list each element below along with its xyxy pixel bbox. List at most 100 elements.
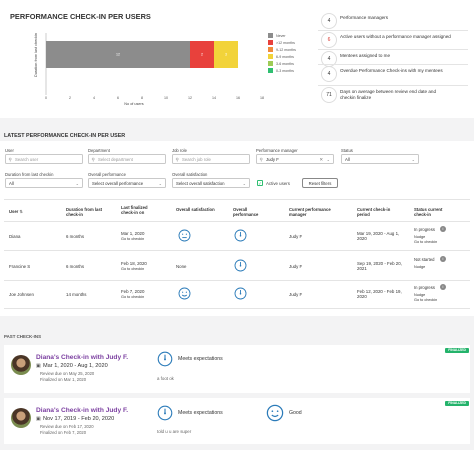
search-icon: ⚲ bbox=[259, 157, 263, 162]
overall-performance-select[interactable]: Select overall performance ⌄ bbox=[88, 178, 166, 188]
jobrole-search-input[interactable]: ⚲ Search job role bbox=[172, 154, 250, 164]
search-icon: ⚲ bbox=[175, 157, 179, 162]
avatar bbox=[11, 355, 31, 375]
past-checkin-title[interactable]: Diana's Check-in with Judy F. bbox=[36, 354, 129, 361]
user-link[interactable]: Francine S bbox=[9, 264, 31, 269]
past-checkin-dates: Mar 1, 2020 - Aug 1, 2020 bbox=[43, 362, 108, 369]
past-checkin-dates: Nov 17, 2019 - Feb 20, 2020 bbox=[43, 415, 115, 422]
status-value: In progress bbox=[414, 227, 435, 232]
review-due-text: Review due on Feb 17, 2020 bbox=[40, 423, 94, 429]
summary-title: PERFORMANCE CHECK-IN PER USERS bbox=[10, 12, 151, 21]
chevron-down-icon: ⌄ bbox=[158, 181, 162, 186]
status-select[interactable]: All ⌄ bbox=[341, 154, 419, 164]
past-checkin-title[interactable]: Diana's Check-in with Judy F. bbox=[36, 407, 129, 414]
overall-satisfaction-select[interactable]: Select overall satisfaction ⌄ bbox=[172, 178, 250, 188]
user-filter-label: User bbox=[5, 148, 14, 153]
manager-select[interactable]: ⚲ Judy F ✕ ⌄ bbox=[256, 154, 334, 164]
user-link[interactable]: Diana bbox=[9, 234, 21, 239]
department-select[interactable]: ⚲ Select department bbox=[88, 154, 166, 164]
stat-label: Active users without a performance manag… bbox=[340, 34, 451, 39]
jobrole-filter-label: Job role bbox=[172, 148, 187, 153]
past-checkin-card[interactable]: FINALIZED Diana's Check-in with Judy F. ▣ M… bbox=[4, 345, 470, 393]
go-to-checkin-link[interactable]: Go to checkin bbox=[121, 295, 145, 299]
col-user[interactable]: User ⇅ bbox=[9, 209, 23, 214]
checkin-period: Sep 19, 2020 - Feb 20, 2021 bbox=[357, 261, 402, 272]
meets-expectations-label: Meets expectations bbox=[178, 356, 223, 362]
nudge-link[interactable]: Nudge bbox=[414, 293, 426, 297]
active-users-checkbox[interactable]: ✓ bbox=[257, 180, 263, 186]
bar-segment bbox=[214, 41, 238, 68]
active-users-label: Active users bbox=[266, 180, 290, 186]
finalized-on-text: Finalized on Feb 7, 2020 bbox=[40, 429, 87, 435]
nudge-link[interactable]: Nudge bbox=[414, 265, 426, 269]
overall-satisfaction-label: Overall satisfaction bbox=[172, 172, 208, 177]
duration-value: 6 months bbox=[66, 264, 85, 269]
stat-divider bbox=[318, 64, 468, 65]
x-tick-label: 10 bbox=[164, 96, 168, 100]
col-last-finalized[interactable]: Last finalized check-in on bbox=[121, 205, 148, 216]
duration-value: All bbox=[9, 181, 14, 186]
x-tick-label: 2 bbox=[69, 96, 71, 100]
go-to-checkin-link[interactable]: Go to checkin bbox=[414, 240, 438, 244]
chevron-down-icon: ⌄ bbox=[411, 157, 415, 162]
legend-swatch bbox=[268, 61, 273, 66]
satisfaction-label: Good bbox=[289, 410, 302, 416]
overall-performance-placeholder: Select overall performance bbox=[92, 181, 144, 186]
nudge-link[interactable]: Nudge bbox=[414, 235, 426, 239]
manager-link[interactable]: Judy F bbox=[289, 234, 303, 239]
department-placeholder: Select department bbox=[98, 157, 133, 162]
checkin-period: Mar 19, 2020 - Aug 1, 2020 bbox=[357, 231, 400, 242]
stat-value: 4 bbox=[321, 13, 337, 29]
reset-filters-button[interactable]: Reset filters bbox=[302, 178, 338, 188]
user-search-placeholder: Search user bbox=[15, 157, 39, 162]
info-icon[interactable]: i bbox=[440, 256, 446, 262]
legend-entry: Never bbox=[276, 34, 286, 38]
chevron-down-icon: ⌄ bbox=[75, 181, 79, 186]
bar-data-label: 12 bbox=[116, 53, 120, 57]
x-tick-label: 6 bbox=[117, 96, 119, 100]
user-search-input[interactable]: ⚲ Search user bbox=[5, 154, 83, 164]
duration-filter-label: Duration from last checkin bbox=[5, 172, 54, 177]
duration-select[interactable]: All ⌄ bbox=[5, 178, 83, 188]
summary-card: PERFORMANCE CHECK-IN PER USERS 0 2 4 6 8 10 12… bbox=[0, 0, 474, 118]
chevron-down-icon: ⌄ bbox=[326, 157, 330, 162]
legend-swatch bbox=[268, 54, 273, 59]
legend-swatch bbox=[268, 33, 273, 38]
col-period[interactable]: Current check-in period bbox=[357, 207, 391, 218]
department-filter-label: Department bbox=[88, 148, 110, 153]
meets-expectations-label: Meets expectations bbox=[178, 410, 223, 416]
satisfaction-value: None bbox=[176, 264, 187, 269]
finalized-on-text: Finalized on Mar 1, 2020 bbox=[40, 376, 87, 382]
x-tick-label: 8 bbox=[141, 96, 143, 100]
legend-entry: 6-9 months bbox=[276, 55, 294, 59]
last-finalized-date: Mar 1, 2020 bbox=[121, 231, 145, 236]
stat-label: Performance managers bbox=[340, 15, 389, 20]
y-axis-label: Duration from last checkin bbox=[34, 33, 38, 77]
manager-link[interactable]: Judy F bbox=[289, 264, 303, 269]
col-duration[interactable]: Duration from last check-in bbox=[66, 207, 103, 218]
user-link[interactable]: Joe Johnsen bbox=[9, 292, 34, 297]
go-to-checkin-link[interactable]: Go to checkin bbox=[121, 267, 145, 271]
x-tick-label: 18 bbox=[260, 96, 264, 100]
jobrole-placeholder: Search job role bbox=[182, 157, 211, 162]
clear-icon[interactable]: ✕ bbox=[319, 157, 323, 162]
status-value: Not started bbox=[414, 257, 435, 262]
legend-entry: 0-3 months bbox=[276, 69, 294, 73]
manager-link[interactable]: Judy F bbox=[289, 292, 303, 297]
info-icon[interactable]: i bbox=[440, 226, 446, 232]
manager-value: Judy F bbox=[266, 157, 279, 162]
legend-entry: 3-6 months bbox=[276, 62, 294, 66]
status-value: In progress bbox=[414, 285, 435, 290]
info-icon[interactable]: i bbox=[440, 284, 446, 290]
go-to-checkin-link[interactable]: Go to checkin bbox=[414, 298, 438, 302]
stat-value: 6 bbox=[321, 32, 337, 48]
last-finalized-date: Feb 7, 2020 bbox=[121, 289, 145, 294]
table-row-divider bbox=[4, 280, 470, 281]
latest-title: LATEST PERFORMANCE CHECK-IN PER USER bbox=[4, 133, 126, 139]
review-due-text: Review due on May 25, 2020 bbox=[40, 370, 95, 376]
past-checkin-card[interactable]: FINALIZED Diana's Check-in with Judy F. ▣ N… bbox=[4, 398, 470, 444]
x-tick-label: 16 bbox=[236, 96, 240, 100]
col-manager[interactable]: Current performance manager bbox=[289, 207, 331, 218]
smile-face-icon bbox=[266, 404, 284, 422]
go-to-checkin-link[interactable]: Go to checkin bbox=[121, 237, 145, 241]
